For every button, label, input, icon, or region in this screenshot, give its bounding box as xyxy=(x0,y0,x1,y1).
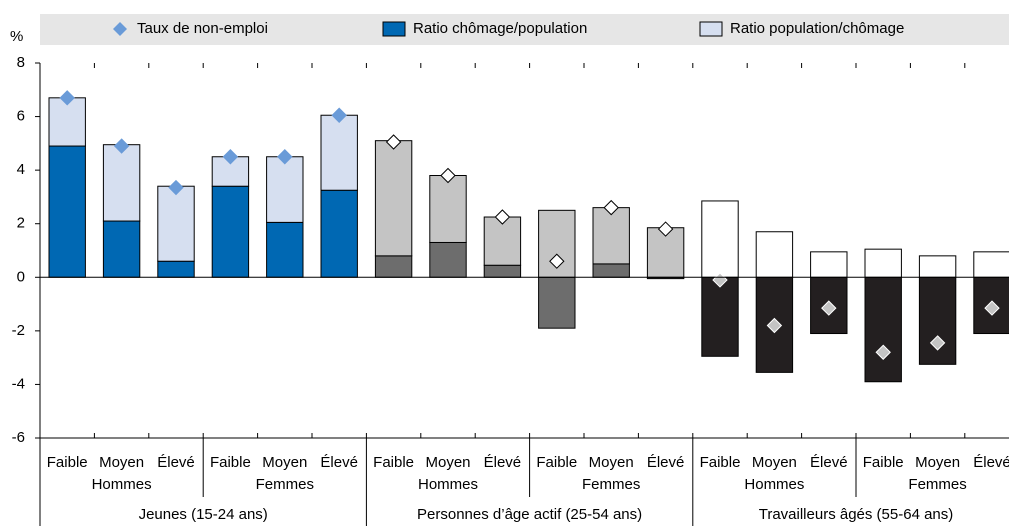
y-unit: % xyxy=(10,28,23,45)
bar xyxy=(483,264,522,278)
x-tick-label: Moyen xyxy=(99,454,144,471)
group-label: Personnes d’âge actif (25-54 ans) xyxy=(417,506,642,523)
x-tick-label: Faible xyxy=(536,454,577,471)
x-tick-label: Moyen xyxy=(915,454,960,471)
marker xyxy=(984,300,1000,316)
y-tick-label: 4 xyxy=(17,161,25,178)
legend-swatch xyxy=(699,21,723,37)
x-tick-label: Élevé xyxy=(157,454,195,471)
legend-label: Ratio population/chômage xyxy=(730,20,904,37)
bar xyxy=(374,255,413,278)
marker xyxy=(59,90,75,106)
bar xyxy=(918,276,957,365)
legend-label: Ratio chômage/population xyxy=(413,20,587,37)
x-tick-label: Moyen xyxy=(425,454,470,471)
marker xyxy=(875,344,891,360)
bar xyxy=(701,276,739,357)
bar xyxy=(48,145,86,278)
x-tick-label: Faible xyxy=(47,454,88,471)
x-tick-label: Faible xyxy=(373,454,414,471)
bar xyxy=(157,185,195,262)
subgroup-label: Femmes xyxy=(908,476,966,493)
bar xyxy=(102,220,141,278)
bar xyxy=(429,175,467,243)
subgroup-label: Femmes xyxy=(582,476,640,493)
x-tick-label: Moyen xyxy=(589,454,634,471)
marker xyxy=(766,317,783,334)
marker xyxy=(277,149,293,165)
bar xyxy=(592,263,630,278)
legend-swatch xyxy=(382,21,406,37)
y-tick-label: 0 xyxy=(17,268,25,285)
marker xyxy=(549,253,565,269)
marker xyxy=(113,138,130,154)
bar xyxy=(864,276,902,383)
subgroup-label: Hommes xyxy=(744,476,804,493)
x-tick-label: Élevé xyxy=(647,454,685,471)
marker xyxy=(440,167,456,184)
marker xyxy=(494,209,511,225)
subgroup-label: Femmes xyxy=(256,476,314,493)
y-tick-label: -2 xyxy=(12,322,25,339)
bar xyxy=(211,185,250,278)
bar xyxy=(266,156,304,223)
marker xyxy=(821,300,837,316)
group-label: Jeunes (15-24 ans) xyxy=(139,506,268,523)
y-tick-label: 8 xyxy=(17,54,25,71)
bar xyxy=(157,260,195,278)
y-tick-label: -4 xyxy=(12,375,25,392)
x-tick-label: Élevé xyxy=(320,454,358,471)
bar xyxy=(755,231,794,278)
marker xyxy=(222,149,239,165)
legend-label: Taux de non-emploi xyxy=(137,20,268,37)
marker xyxy=(603,199,619,216)
bar xyxy=(701,200,739,278)
bar xyxy=(810,251,848,278)
bar xyxy=(918,255,957,278)
x-tick-label: Élevé xyxy=(810,454,848,471)
bar xyxy=(538,276,576,329)
bar xyxy=(429,241,467,278)
x-tick-label: Élevé xyxy=(484,454,522,471)
legend-marker xyxy=(113,22,127,36)
group-label: Travailleurs âgés (55-64 ans) xyxy=(759,506,954,523)
marker xyxy=(168,179,184,196)
x-tick-label: Moyen xyxy=(752,454,797,471)
x-tick-label: Faible xyxy=(210,454,251,471)
subgroup-label: Hommes xyxy=(418,476,478,493)
bar xyxy=(483,216,522,266)
x-tick-label: Faible xyxy=(863,454,904,471)
marker xyxy=(385,134,402,150)
x-tick-label: Faible xyxy=(700,454,741,471)
x-tick-label: Moyen xyxy=(262,454,307,471)
marker xyxy=(657,221,674,237)
bar xyxy=(320,114,358,191)
bar xyxy=(266,221,304,278)
legend-background xyxy=(40,14,1009,45)
bar xyxy=(864,248,902,278)
bar xyxy=(320,189,358,278)
bar xyxy=(374,140,413,257)
bar xyxy=(102,144,141,222)
y-tick-label: -6 xyxy=(12,429,25,446)
x-tick-label: Élevé xyxy=(973,454,1009,471)
bar xyxy=(973,251,1009,278)
subgroup-label: Hommes xyxy=(92,476,152,493)
y-tick-label: 6 xyxy=(17,108,25,125)
y-tick-label: 2 xyxy=(17,215,25,232)
bar xyxy=(592,207,630,265)
marker xyxy=(331,107,347,123)
marker xyxy=(929,335,946,351)
